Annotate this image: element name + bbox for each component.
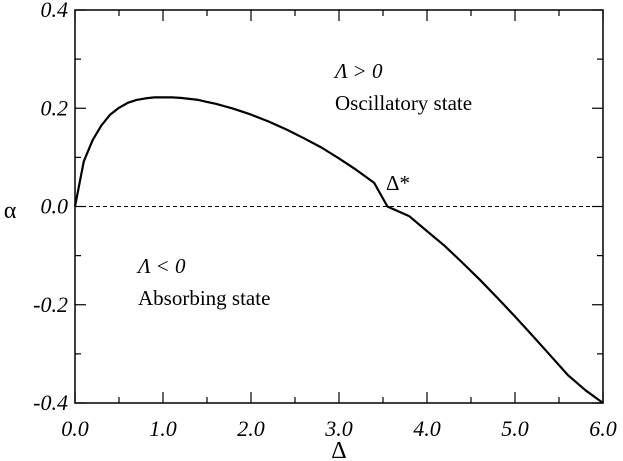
annotation-absorbing: Absorbing state	[138, 286, 270, 310]
x-tick-label: 6.0	[589, 416, 617, 441]
y-tick-label: 0.4	[41, 0, 69, 22]
y-axis-label: α	[4, 198, 17, 224]
annotation-lambda-negative: Λ < 0	[136, 254, 186, 278]
series-group	[73, 96, 604, 404]
x-tick-label: 5.0	[501, 416, 529, 441]
annotation-delta-star: Δ*	[386, 171, 410, 195]
y-tick-label: 0.0	[41, 194, 69, 219]
annotation-lambda-positive: Λ > 0	[333, 59, 383, 83]
x-tick-label: 2.0	[237, 416, 265, 441]
x-axis-label: Δ	[331, 438, 346, 461]
alpha-curve-line	[73, 96, 604, 404]
x-tick-label: 1.0	[149, 416, 177, 441]
axis-ticks	[74, 9, 604, 404]
y-tick-label: 0.2	[41, 95, 69, 120]
y-tick-label: -0.2	[33, 292, 68, 317]
tick-labels: 0.0 1.0 2.0 3.0 4.0 5.0 6.0 -0.4 -0.2 0.0 0.2 0.4	[33, 0, 617, 441]
y-tick-label: -0.4	[33, 390, 68, 415]
x-tick-label: 0.0	[61, 416, 89, 441]
x-tick-label: 3.0	[324, 416, 353, 441]
x-tick-label: 4.0	[413, 416, 441, 441]
annotation-oscillatory: Oscillatory state	[335, 91, 472, 115]
